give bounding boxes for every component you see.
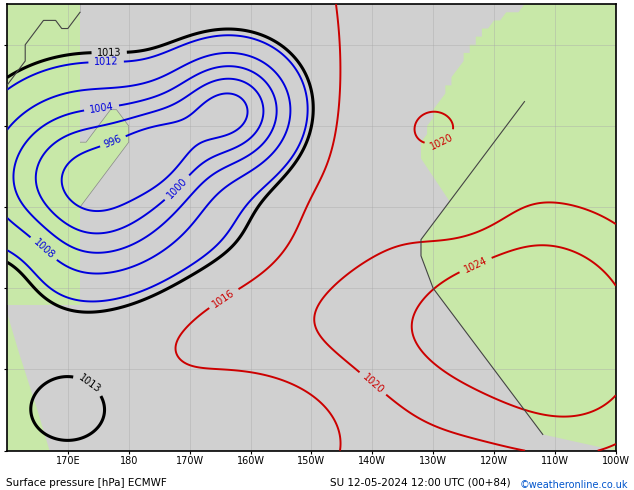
- Polygon shape: [421, 4, 616, 451]
- Text: 1020: 1020: [429, 132, 455, 151]
- Text: 1008: 1008: [31, 237, 56, 261]
- Polygon shape: [7, 110, 129, 305]
- Polygon shape: [7, 313, 49, 451]
- Polygon shape: [421, 4, 616, 451]
- Text: 1012: 1012: [94, 57, 119, 67]
- Text: 1013: 1013: [77, 372, 102, 394]
- Text: 1004: 1004: [89, 101, 114, 115]
- Text: SU 12-05-2024 12:00 UTC (00+84): SU 12-05-2024 12:00 UTC (00+84): [330, 478, 510, 488]
- Polygon shape: [7, 4, 80, 305]
- Text: 1024: 1024: [462, 255, 489, 274]
- Text: 1013: 1013: [97, 48, 122, 58]
- Text: 1016: 1016: [210, 287, 236, 309]
- Text: 1000: 1000: [165, 175, 190, 200]
- Text: 996: 996: [103, 133, 124, 150]
- Polygon shape: [7, 4, 80, 110]
- Text: ©weatheronline.co.uk: ©weatheronline.co.uk: [519, 480, 628, 490]
- Text: Surface pressure [hPa] ECMWF: Surface pressure [hPa] ECMWF: [6, 478, 167, 488]
- Text: 1020: 1020: [360, 371, 385, 395]
